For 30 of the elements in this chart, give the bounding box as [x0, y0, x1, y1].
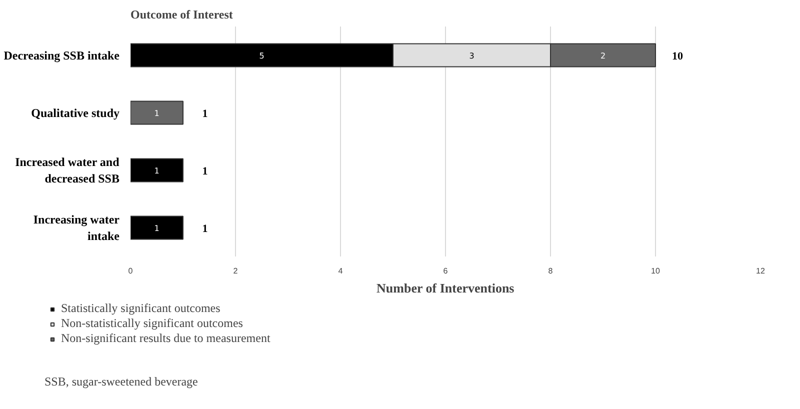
y-tick-label: Increasing water intake [33, 212, 120, 244]
bar [130, 158, 184, 182]
total-label: 1 [202, 222, 208, 235]
x-tick-label: 8 [548, 266, 554, 276]
y-tick-label: Qualitative study [31, 106, 120, 120]
legend-label: Non-statistically significant outcomes [61, 316, 243, 331]
y-tick-label: Decreasing SSB intake [4, 48, 120, 62]
text: SSB, sugar-sweetened beverage [44, 374, 198, 388]
total-label: 1 [202, 108, 208, 120]
bar [130, 216, 184, 240]
legend-label: Statistically significant outcomes [61, 301, 220, 316]
data-label: 1 [154, 166, 160, 176]
y-tick-label: Increased water and decreased SSB [15, 154, 120, 186]
x-tick-label: 10 [651, 266, 660, 276]
total-label: 10 [672, 50, 684, 62]
data-label: 1 [154, 224, 160, 233]
y-axis-title: Outcome of Interest [130, 8, 233, 22]
data-label: 2 [600, 51, 606, 60]
x-axis-title: Number of Interventions [376, 280, 514, 296]
x-tick-label: 12 [756, 266, 766, 276]
data-label: 5 [259, 51, 264, 60]
total-label: 1 [202, 165, 208, 178]
bar [130, 100, 184, 125]
data-label: 3 [469, 51, 474, 60]
data-label: 1 [154, 108, 160, 118]
legend-label: Non-significant results due to measurement [61, 331, 270, 346]
x-tick-label: 0 [128, 266, 134, 276]
x-tick-label: 2 [233, 266, 238, 276]
x-tick-label: 4 [338, 266, 344, 276]
x-tick-label: 6 [443, 266, 448, 276]
